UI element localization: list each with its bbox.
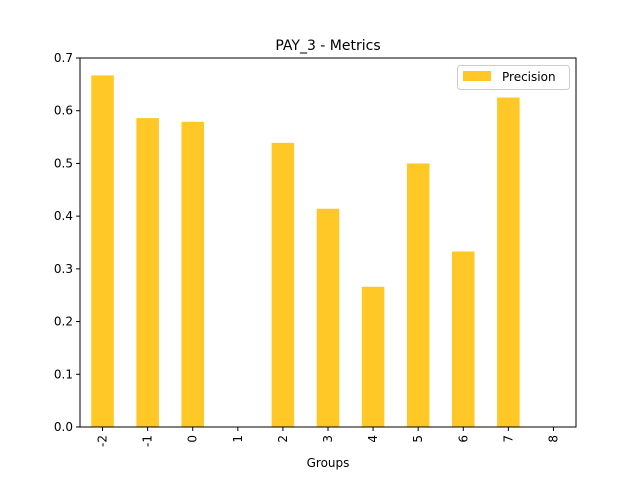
x-tick-label: -1 bbox=[141, 435, 155, 447]
x-tick-label: 0 bbox=[186, 435, 200, 443]
x-tick-label: 1 bbox=[231, 435, 245, 443]
y-tick-label: 0.7 bbox=[54, 51, 73, 65]
x-tick-label: 4 bbox=[366, 435, 380, 443]
bar-4 bbox=[361, 286, 385, 427]
x-tick-label: 5 bbox=[411, 435, 425, 443]
y-tick-label: 0.3 bbox=[54, 262, 73, 276]
legend: Precision bbox=[457, 65, 570, 90]
y-tick-label: 0.0 bbox=[54, 420, 73, 434]
y-tick-label: 0.6 bbox=[54, 104, 73, 118]
bar-7 bbox=[497, 97, 520, 428]
y-tick-label: 0.4 bbox=[54, 209, 73, 223]
bar-3 bbox=[316, 208, 340, 427]
legend-label: Precision bbox=[502, 70, 556, 84]
bar-5 bbox=[406, 163, 430, 427]
bar--2 bbox=[91, 75, 114, 427]
y-tick-label: 0.2 bbox=[54, 315, 73, 329]
legend-swatch bbox=[463, 71, 491, 81]
plot-frame bbox=[79, 57, 577, 428]
x-tick-label: 3 bbox=[321, 435, 335, 443]
x-axis-label: Groups bbox=[307, 456, 350, 470]
bar--1 bbox=[136, 118, 159, 427]
bar-0 bbox=[181, 121, 204, 427]
x-tick-label: 6 bbox=[456, 435, 470, 443]
x-tick-label: 2 bbox=[276, 435, 290, 443]
y-tick-label: 0.5 bbox=[54, 156, 73, 170]
x-tick-label: 8 bbox=[546, 435, 560, 443]
bar-2 bbox=[271, 142, 295, 427]
chart-title: PAY_3 - Metrics bbox=[275, 38, 380, 54]
bar-6 bbox=[452, 251, 475, 427]
x-tick-label: 7 bbox=[501, 435, 515, 443]
y-tick-label: 0.1 bbox=[54, 367, 73, 381]
x-tick-label: -2 bbox=[96, 435, 110, 447]
